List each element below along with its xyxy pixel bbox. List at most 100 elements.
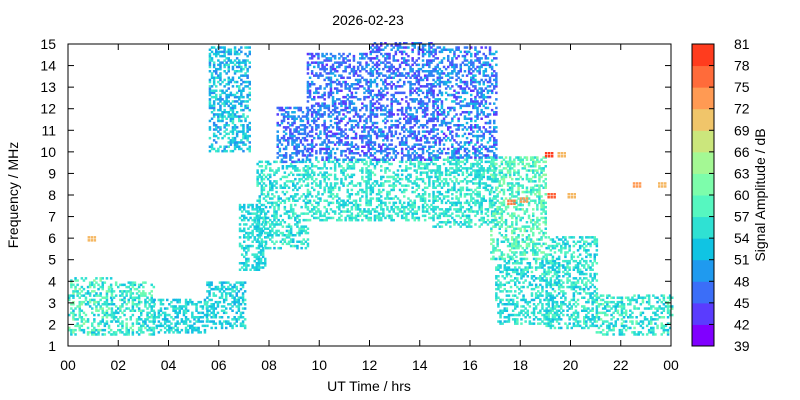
data-point [400,91,404,95]
data-point [338,197,341,200]
data-point [465,80,469,84]
data-point [484,156,488,159]
data-point [482,52,485,56]
data-point [303,115,307,118]
data-point [428,169,431,172]
data-point [302,218,305,222]
data-point [428,145,431,148]
data-point [400,50,404,54]
data-point [159,322,163,325]
data-point [310,119,314,123]
data-point [434,67,437,71]
data-point [342,102,345,105]
data-point [107,313,111,317]
data-point [150,326,153,330]
data-point [444,169,448,172]
data-point [276,134,279,138]
data-point [243,218,246,222]
data-point [384,59,387,62]
data-point [348,89,351,92]
data-point [354,108,358,112]
data-point [371,154,375,157]
data-point [478,72,481,75]
data-point [180,320,184,323]
data-point [340,128,343,131]
data-point [327,130,331,133]
data-point [317,203,320,207]
data-point [184,307,188,310]
data-point [331,186,335,189]
data-point [146,296,149,299]
data-point [377,188,381,192]
data-point [428,147,431,151]
data-point [371,50,375,54]
data-point [375,180,379,183]
data-point [306,169,310,172]
data-point [417,57,421,60]
data-point [78,316,81,319]
data-point [403,210,406,213]
data-point [492,158,495,161]
data-point [436,98,439,101]
data-point [277,197,280,200]
data-point [269,205,272,209]
data-point [78,303,81,306]
data-point [256,225,259,228]
data-point [470,80,473,84]
data-point [388,152,391,155]
data-point [260,223,264,226]
data-point [348,117,351,120]
data-point [261,246,265,250]
data-point [457,210,460,213]
data-point [394,72,398,75]
data-point [451,70,454,73]
data-point [168,324,171,328]
data-point [440,111,444,114]
data-point [255,262,259,265]
data-point [384,93,387,97]
data-point [403,190,406,194]
data-point [233,283,236,287]
data-point [486,169,490,172]
data-point [354,216,358,220]
data-point [377,160,381,164]
data-point [459,169,462,172]
data-point [295,139,298,142]
data-point [478,91,481,95]
data-point [260,165,264,168]
data-point [403,169,406,172]
data-point [292,240,295,243]
data-point [442,158,446,161]
data-point [382,134,385,138]
data-point [474,46,477,49]
data-point [482,104,485,108]
data-point [367,210,370,213]
data-point [329,65,333,69]
data-point [415,216,418,220]
data-point [470,197,473,200]
data-point [271,229,274,233]
data-point [301,154,305,157]
data-point [421,156,425,159]
data-point [463,50,467,54]
data-point [295,154,298,157]
data-point [488,130,492,133]
data-point [172,326,175,330]
data-point [490,214,494,218]
data-point [405,184,408,187]
data-point [352,95,356,99]
data-point [457,117,460,120]
data-point [434,225,437,228]
data-point [451,57,454,60]
data-point [191,324,194,328]
data-point [264,218,267,222]
data-point [386,83,389,86]
data-point [340,100,343,103]
data-point [490,242,493,246]
data-point [237,307,241,310]
data-point [255,229,259,233]
data-point [432,124,435,127]
data-point [292,208,295,211]
data-point [375,113,379,116]
data-point [137,285,141,289]
